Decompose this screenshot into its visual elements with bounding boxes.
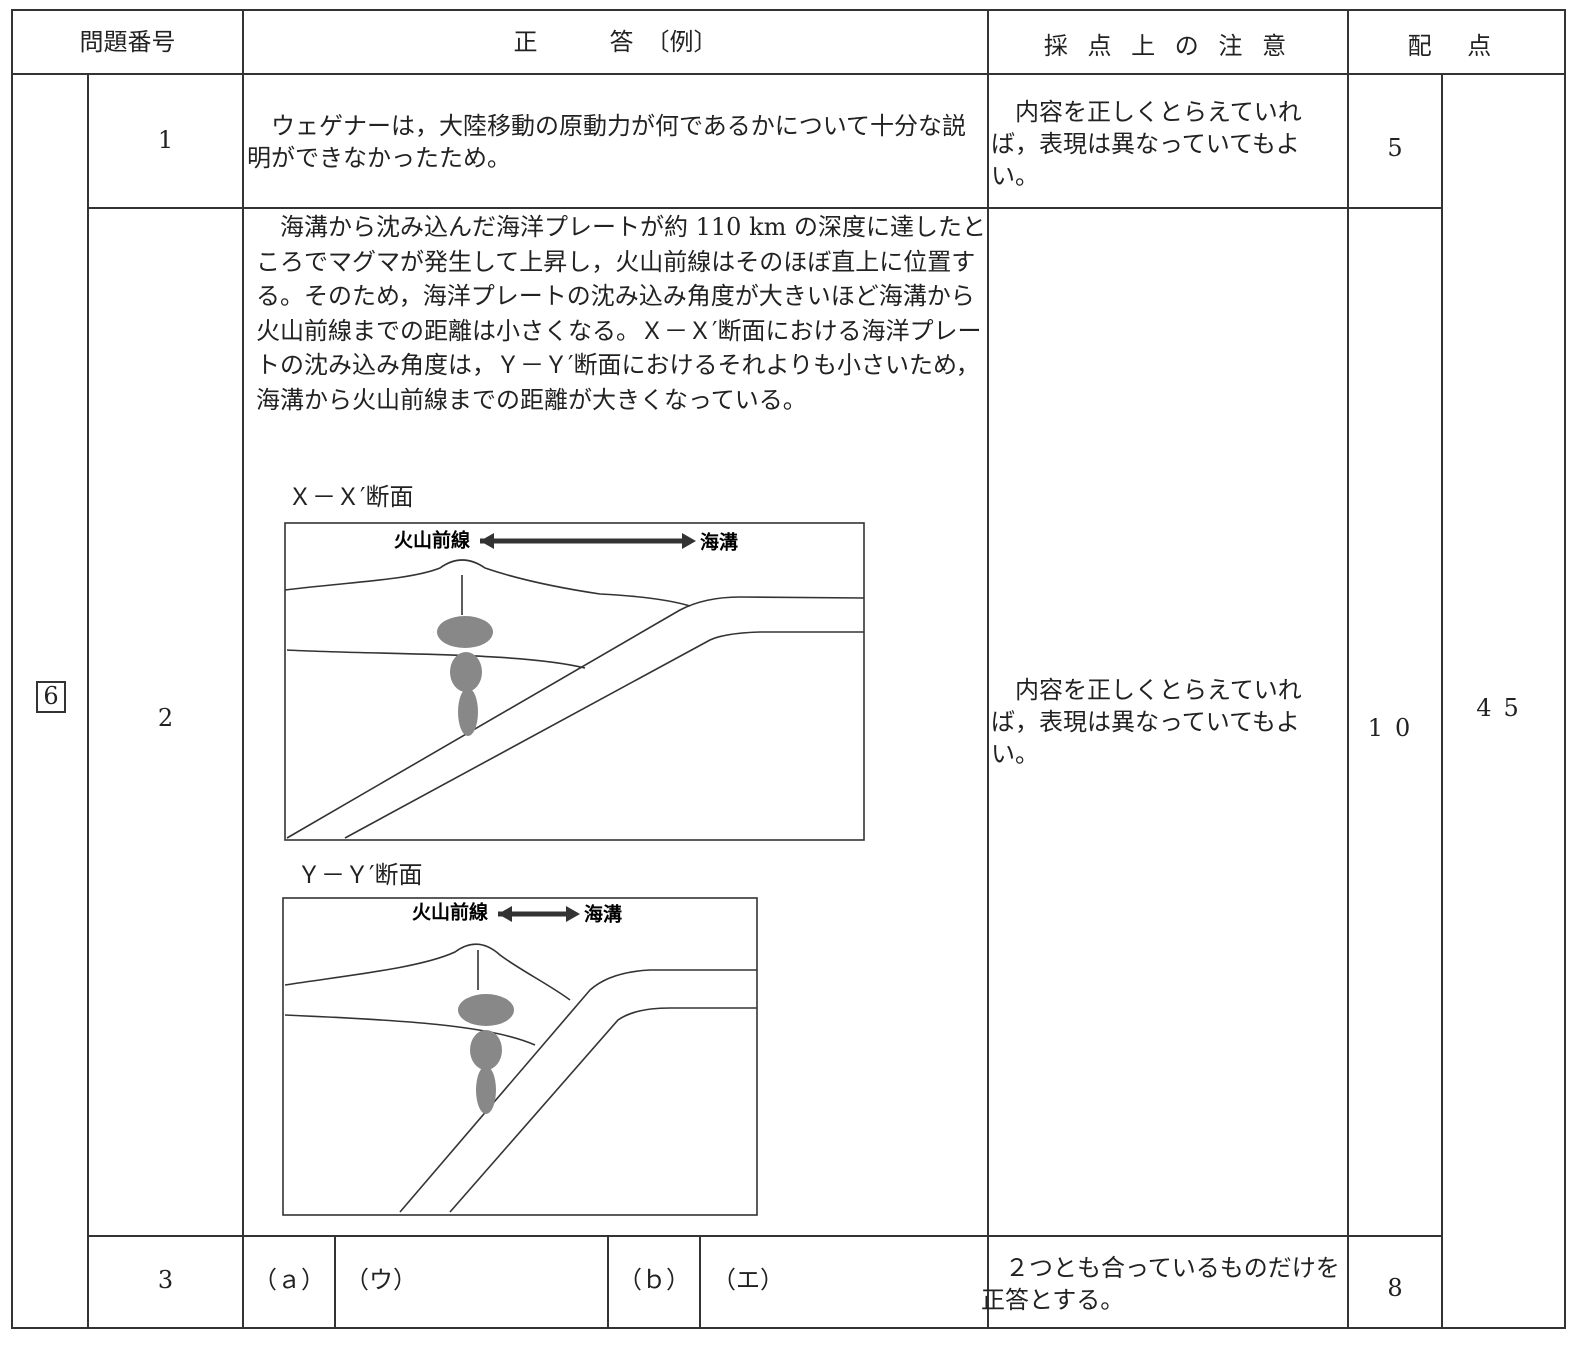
- label: 海溝: [700, 531, 738, 554]
- header-cell: 正 答 〔例〕: [513, 28, 718, 56]
- sub-label: （ａ）: [253, 1266, 325, 1294]
- sub-answer: （ウ）: [345, 1266, 417, 1294]
- label: 海溝: [584, 903, 622, 926]
- total-points: 45: [1476, 694, 1531, 722]
- label: 火山前線: [394, 529, 470, 552]
- points: 8: [1387, 1274, 1403, 1302]
- points: 10: [1367, 714, 1423, 742]
- note: 内容を正しくとらえていれば，表現は異なっていてもよい。: [991, 98, 1302, 190]
- figure-title: Ｘ－Ｘ′断面: [288, 483, 414, 511]
- answer: 海溝から沈み込んだ海洋プレートが約 110 km の深度に達したところでマグマが…: [256, 213, 986, 414]
- figure-x: [284, 522, 865, 841]
- header-cell: 問題番号: [79, 28, 176, 56]
- answer: ウェゲナーは，大陸移動の原動力が何であるかについて十分な説明ができなかったため。: [247, 112, 967, 172]
- label: 火山前線: [412, 901, 488, 924]
- points: 5: [1387, 134, 1403, 162]
- note: ２つとも合っているものだけを正答とする。: [981, 1254, 1340, 1314]
- row-number: 3: [157, 1266, 174, 1294]
- header-cell: 採 点 上 の 注 意: [1043, 32, 1293, 60]
- sub-label: （ｂ）: [618, 1266, 690, 1294]
- row-number: 1: [157, 126, 174, 154]
- header-cell: 配 点: [1407, 32, 1506, 60]
- figure-y: [282, 897, 758, 1216]
- figure-title: Ｙ－Ｙ′断面: [297, 861, 423, 889]
- section-number: 6: [43, 682, 59, 710]
- note: 内容を正しくとらえていれば，表現は異なっていてもよい。: [991, 676, 1302, 768]
- sub-answer: （エ）: [712, 1266, 784, 1294]
- row-number: 2: [157, 704, 174, 732]
